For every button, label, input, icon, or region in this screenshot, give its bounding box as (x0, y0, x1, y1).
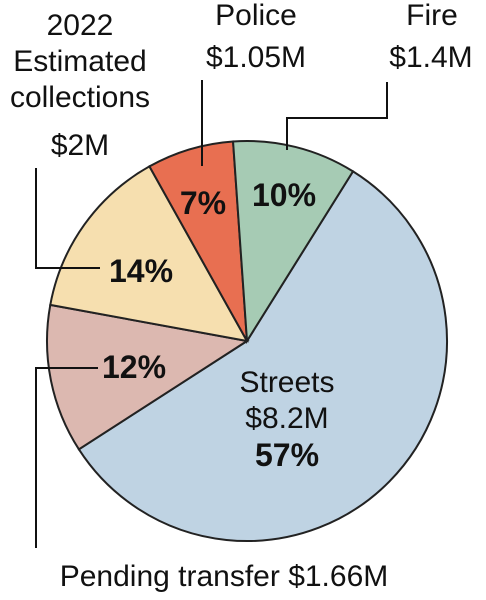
fire-amount: $1.4M (389, 41, 472, 74)
streets-amount: $8.2M (245, 402, 328, 435)
collections-label-line-3: collections (10, 81, 150, 114)
pie-slice-fire (231, 140, 355, 345)
collections-label-line-1: 2022 (47, 9, 114, 42)
collections-label-line-2: Estimated (13, 45, 146, 78)
streets-percent: 57% (255, 437, 319, 473)
percent-label-police: 7% (180, 185, 226, 221)
percent-label-fire: 10% (252, 177, 316, 213)
police-amount: $1.05M (206, 41, 306, 74)
police-label: Police (215, 0, 297, 32)
pie-slices (46, 140, 448, 543)
leader-lines (35, 80, 388, 548)
pie-slice-collections (49, 165, 249, 343)
collections-amount: $2M (51, 129, 109, 162)
leader-line-pending (35, 367, 98, 548)
percent-label-pending: 12% (102, 349, 166, 385)
pie-slice-streets (77, 170, 448, 543)
fire-label: Fire (406, 0, 458, 32)
pie-slice-pending (46, 303, 250, 451)
leader-line-collections (35, 168, 100, 269)
leader-line-fire (286, 82, 388, 150)
pending-label: Pending transfer $1.66M (60, 560, 389, 593)
percent-label-collections: 14% (109, 253, 173, 289)
streets-label: Streets (239, 366, 334, 399)
